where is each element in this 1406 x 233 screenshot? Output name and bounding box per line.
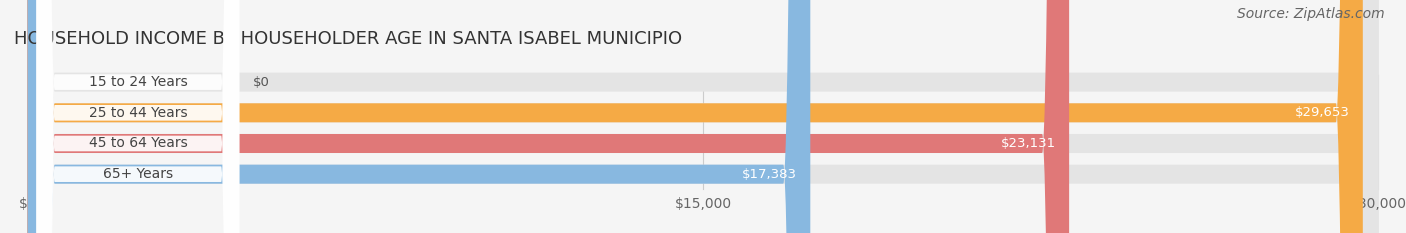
Text: 45 to 64 Years: 45 to 64 Years	[89, 137, 187, 151]
Text: $17,383: $17,383	[742, 168, 797, 181]
Text: $0: $0	[253, 76, 270, 89]
FancyBboxPatch shape	[28, 0, 1069, 233]
FancyBboxPatch shape	[28, 0, 1378, 233]
Text: 15 to 24 Years: 15 to 24 Years	[89, 75, 187, 89]
FancyBboxPatch shape	[37, 0, 239, 233]
FancyBboxPatch shape	[28, 0, 1378, 233]
Text: HOUSEHOLD INCOME BY HOUSEHOLDER AGE IN SANTA ISABEL MUNICIPIO: HOUSEHOLD INCOME BY HOUSEHOLDER AGE IN S…	[14, 30, 682, 48]
FancyBboxPatch shape	[37, 0, 239, 233]
FancyBboxPatch shape	[37, 0, 239, 233]
FancyBboxPatch shape	[28, 0, 1378, 233]
FancyBboxPatch shape	[28, 0, 1378, 233]
Text: Source: ZipAtlas.com: Source: ZipAtlas.com	[1237, 7, 1385, 21]
FancyBboxPatch shape	[28, 0, 810, 233]
Text: 65+ Years: 65+ Years	[103, 167, 173, 181]
Text: $29,653: $29,653	[1295, 106, 1350, 119]
Text: 25 to 44 Years: 25 to 44 Years	[89, 106, 187, 120]
Text: $23,131: $23,131	[1001, 137, 1056, 150]
FancyBboxPatch shape	[28, 0, 1362, 233]
FancyBboxPatch shape	[37, 0, 239, 233]
